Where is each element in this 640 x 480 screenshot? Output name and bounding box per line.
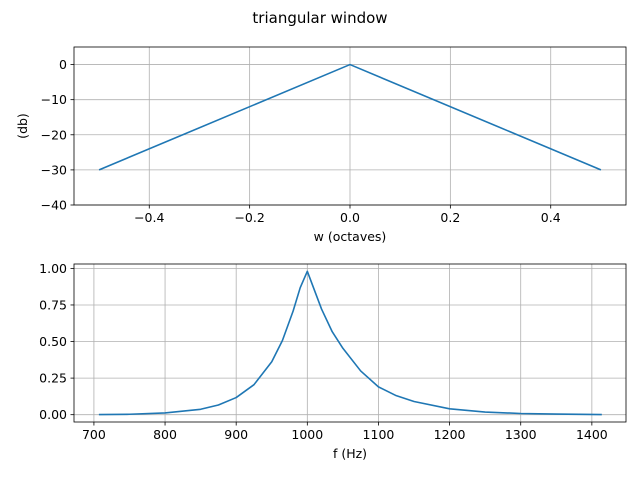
chart-top-x-axis-label: w (octaves) xyxy=(314,229,387,244)
chart-bottom-xtick-label-4: 1100 xyxy=(363,427,395,442)
chart-top-xtick-label-2: 0.0 xyxy=(340,210,360,225)
chart-bottom-axes-frame xyxy=(73,263,627,423)
chart-top-ytick-label-1: −10 xyxy=(41,92,67,107)
chart-top-y-axis-label: (db) xyxy=(15,113,30,139)
chart-top-xtick-label-0: −0.4 xyxy=(134,210,164,225)
chart-bottom-xtick-label-1: 800 xyxy=(153,427,177,442)
chart-top: −0.4 −0.2 0.0 0.2 0.4 0 −10 −20 −30 −40 w (octaves… xyxy=(15,46,627,244)
chart-top-xtick-label-4: 0.4 xyxy=(541,210,561,225)
plots-container: −0.4 −0.2 0.0 0.2 0.4 0 −10 −20 −30 −40 w (octaves… xyxy=(15,46,627,461)
chart-bottom-xtick-label-6: 1300 xyxy=(505,427,537,442)
chart-bottom-xtick-label-3: 1000 xyxy=(291,427,323,442)
chart-bottom-ytick-label-1: 0.25 xyxy=(39,371,67,386)
chart-bottom-ytick-label-2: 0.50 xyxy=(39,334,67,349)
chart-bottom-ytick-label-0: 0.00 xyxy=(39,407,67,422)
chart-bottom-xtick-label-5: 1200 xyxy=(434,427,466,442)
chart-top-xtick-label-3: 0.2 xyxy=(440,210,460,225)
chart-top-ytick-label-3: −30 xyxy=(41,162,67,177)
chart-bottom-x-axis-label: f (Hz) xyxy=(333,446,367,461)
chart-top-ytick-label-2: −20 xyxy=(41,127,67,142)
chart-top-ytick-label-4: −40 xyxy=(41,198,67,213)
chart-bottom-xtick-label-2: 900 xyxy=(224,427,248,442)
figure-title: triangular window xyxy=(252,9,387,27)
chart-bottom-ytick-label-3: 0.75 xyxy=(39,297,67,312)
chart-bottom-xtick-label-0: 700 xyxy=(82,427,106,442)
chart-bottom-xtick-label-7: 1400 xyxy=(576,427,608,442)
chart-bottom: 700 800 900 1000 1100 1200 1300 1400 0.00 0.25 0.5… xyxy=(39,261,627,461)
chart-top-ytick-label-0: 0 xyxy=(59,57,67,72)
chart-bottom-series-line-0 xyxy=(98,270,602,416)
chart-bottom-ytick-label-4: 1.00 xyxy=(39,261,67,276)
chart-top-xtick-label-1: −0.2 xyxy=(234,210,264,225)
chart-top-series-line-0 xyxy=(98,63,602,171)
